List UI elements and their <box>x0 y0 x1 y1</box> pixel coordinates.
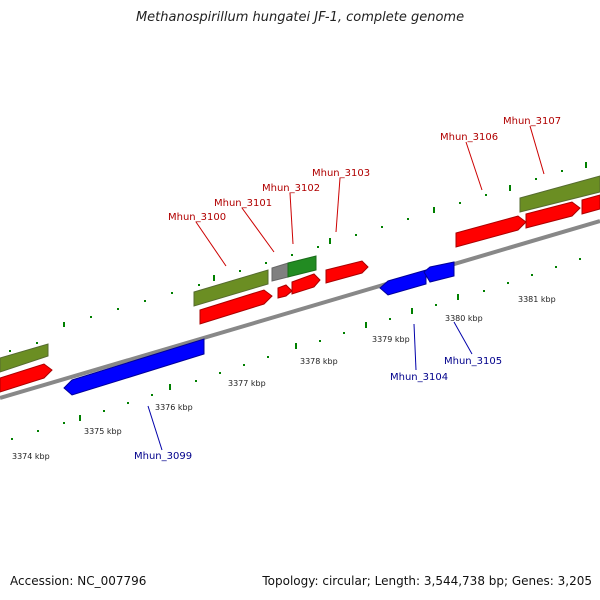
reverse-leader-lines <box>147 321 473 451</box>
upper-tick-track <box>9 162 587 352</box>
genome-title: Methanospirillum hungatei JF-1, complete… <box>135 10 465 25</box>
gene-label-mhun-3107[interactable]: Mhun_3107 <box>503 116 561 127</box>
gene-bar-grey-3101[interactable] <box>271 262 289 282</box>
gene-bar-olive-3100[interactable] <box>193 269 269 307</box>
cds-forward-3106[interactable] <box>455 215 527 248</box>
accession-label: Accession: NC_007796 <box>10 574 147 588</box>
scale-label-3377: 3377 kbp <box>228 379 266 388</box>
gene-label-mhun-3102[interactable]: Mhun_3102 <box>262 183 320 194</box>
scale-label-3376: 3376 kbp <box>155 403 193 412</box>
scale-label-3380: 3380 kbp <box>445 314 483 323</box>
gene-label-mhun-3105[interactable]: Mhun_3105 <box>444 356 502 367</box>
gene-bar-olive-left[interactable] <box>0 343 49 373</box>
cds-forward-right[interactable] <box>581 194 600 215</box>
scale-label-3379: 3379 kbp <box>372 335 410 344</box>
cds-reverse-3104[interactable] <box>379 269 427 296</box>
gene-label-mhun-3103[interactable]: Mhun_3103 <box>312 168 370 179</box>
cds-forward-3101[interactable] <box>277 284 293 299</box>
lower-tick-track <box>11 258 581 440</box>
gene-label-mhun-3100[interactable]: Mhun_3100 <box>168 212 226 223</box>
cds-reverse-3105[interactable] <box>423 261 455 283</box>
scale-label-3378: 3378 kbp <box>300 357 338 366</box>
scale-label-3375: 3375 kbp <box>84 427 122 436</box>
forward-leader-lines <box>195 125 545 267</box>
gene-bar-olive-3106[interactable] <box>519 175 600 213</box>
cds-forward-3102[interactable] <box>291 273 321 295</box>
scale-label-3374: 3374 kbp <box>12 452 50 461</box>
gene-bar-green-3102[interactable] <box>287 255 317 278</box>
cds-forward-3100[interactable] <box>199 289 273 325</box>
scale-label-3381: 3381 kbp <box>518 295 556 304</box>
gene-label-mhun-3099[interactable]: Mhun_3099 <box>134 451 192 462</box>
gene-label-mhun-3104[interactable]: Mhun_3104 <box>390 372 448 383</box>
cds-reverse-3099[interactable] <box>63 338 205 396</box>
gene-label-mhun-3106[interactable]: Mhun_3106 <box>440 132 498 143</box>
cds-forward-3103[interactable] <box>325 260 369 284</box>
gene-label-mhun-3101[interactable]: Mhun_3101 <box>214 198 272 209</box>
genome-backbone <box>0 219 600 400</box>
cds-forward-3107[interactable] <box>525 201 581 229</box>
genome-summary: Topology: circular; Length: 3,544,738 bp… <box>262 574 592 588</box>
cds-forward-left[interactable] <box>0 363 53 393</box>
